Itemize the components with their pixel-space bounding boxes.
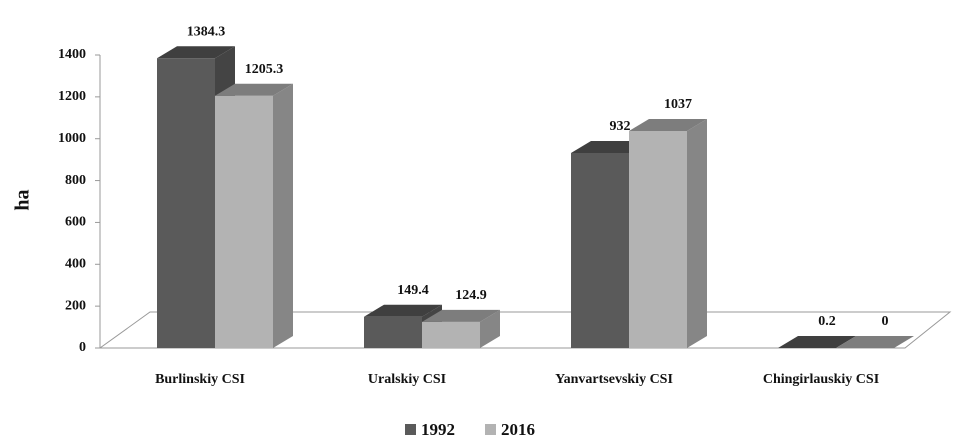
legend-swatch <box>405 424 416 435</box>
legend-label: 1992 <box>421 420 455 439</box>
legend-swatch <box>485 424 496 435</box>
data-label: 1384.3 <box>187 25 226 40</box>
bar-top <box>778 335 856 348</box>
data-label: 0.2 <box>818 314 836 329</box>
bar <box>422 309 500 348</box>
bar <box>364 304 442 348</box>
y-tick-label: 400 <box>65 257 86 272</box>
y-tick-label: 600 <box>65 215 86 230</box>
data-label: 0 <box>882 314 889 329</box>
bar-front <box>571 152 629 348</box>
bar-side <box>480 309 500 348</box>
y-tick-label: 1200 <box>58 89 86 104</box>
bar-side <box>836 335 856 348</box>
bar-top <box>629 118 707 131</box>
bar-top <box>422 309 500 322</box>
bar-front <box>629 130 687 348</box>
data-label: 1205.3 <box>245 62 284 77</box>
bar <box>778 335 856 348</box>
bar-side <box>687 118 707 349</box>
y-axis-label: ha <box>12 189 34 210</box>
bar-front <box>215 95 273 348</box>
y-tick-label: 200 <box>65 298 86 313</box>
bar-top <box>836 336 914 348</box>
bar-top <box>157 46 235 59</box>
bar <box>629 118 707 349</box>
y-tick-label: 0 <box>79 340 86 355</box>
data-label: 149.4 <box>397 283 429 298</box>
y-tick-label: 800 <box>65 173 86 188</box>
bar <box>836 336 914 348</box>
x-tick-label: Chingirlauskiy CSI <box>763 372 879 387</box>
data-label: 1037 <box>664 97 692 112</box>
data-label: 124.9 <box>455 288 487 303</box>
data-label: 932 <box>610 119 631 134</box>
bar <box>215 83 293 348</box>
x-tick-label: Burlinskiy CSI <box>155 372 245 387</box>
bar-front <box>157 58 215 348</box>
x-tick-label: Uralskiy CSI <box>368 372 446 387</box>
y-tick-label: 1000 <box>58 131 86 146</box>
bar-top <box>364 304 442 317</box>
bar-top <box>215 83 293 96</box>
y-tick-label: 1400 <box>58 47 86 62</box>
bar-side <box>273 83 293 348</box>
bar-front <box>364 316 422 348</box>
x-tick-label: Yanvartsevskiy CSI <box>555 372 673 387</box>
legend-label: 2016 <box>501 420 535 439</box>
bar-front <box>422 321 480 348</box>
